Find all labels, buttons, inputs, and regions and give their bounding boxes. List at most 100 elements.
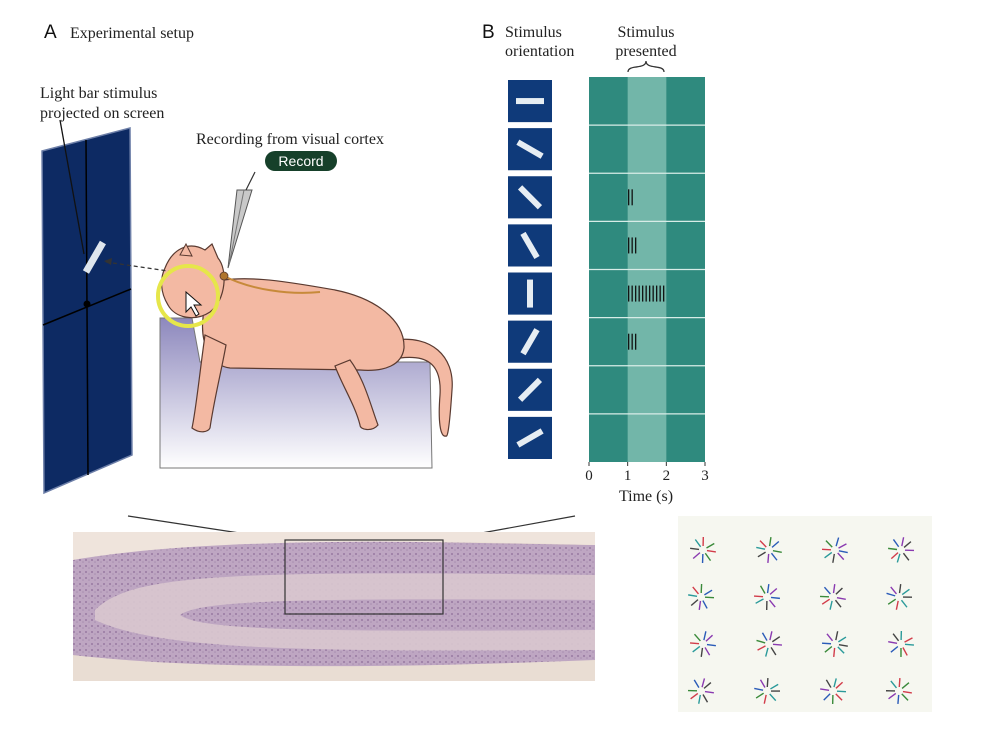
- pinwheel-stroke: [706, 542, 715, 549]
- pinwheel-stroke: [771, 636, 781, 643]
- orientation-pinwheel-grid: [678, 516, 932, 712]
- pinwheel-stroke: [757, 645, 766, 651]
- pinwheel-stroke: [895, 600, 899, 610]
- pinwheel-stroke: [903, 541, 912, 548]
- pinwheel-stroke: [823, 693, 831, 701]
- pinwheel-glyph: [820, 678, 847, 705]
- pinwheel-glyph: [687, 678, 714, 704]
- pinwheel-stroke: [772, 643, 783, 646]
- panel-a-title: Experimental setup: [70, 25, 194, 42]
- orientation-bar: [517, 185, 543, 210]
- pinwheel-stroke: [698, 600, 702, 610]
- pinwheel-stroke: [901, 537, 905, 547]
- pinwheel-stroke: [759, 679, 766, 688]
- cortex-histology: [73, 515, 595, 681]
- pinwheel-stroke: [835, 681, 844, 689]
- pinwheel-stroke: [688, 594, 698, 598]
- orientation-icon: [508, 224, 552, 267]
- orientation-icon: [508, 368, 552, 411]
- pinwheel-stroke: [759, 585, 766, 594]
- pinwheel-stroke: [898, 677, 901, 688]
- pinwheel-stroke: [702, 694, 709, 703]
- orientation-icon: [508, 80, 552, 123]
- pinwheel-stroke: [888, 547, 898, 551]
- pinwheel-stroke: [770, 596, 781, 600]
- pinwheel-stroke: [757, 551, 766, 558]
- pinwheel-stroke: [887, 598, 897, 605]
- pinwheel-stroke: [890, 645, 899, 653]
- pinwheel-panel: [678, 516, 932, 712]
- x-tick-label: 0: [585, 468, 593, 484]
- stimulus-label-line2: projected on screen: [40, 105, 164, 122]
- pinwheel-stroke: [904, 637, 913, 643]
- pinwheel-stroke: [838, 636, 847, 643]
- pinwheel-stroke: [835, 587, 843, 595]
- pinwheel-stroke: [701, 678, 706, 688]
- pinwheel-stroke: [705, 634, 714, 642]
- pinwheel-stroke: [767, 553, 770, 564]
- pinwheel-stroke: [765, 647, 769, 657]
- eye-highlight-circle: [156, 264, 220, 328]
- pinwheel-stroke: [901, 682, 910, 689]
- recording-label: Recording from visual cortex: [196, 131, 384, 148]
- orientation-icon: [508, 176, 552, 219]
- pinwheel-glyph: [888, 630, 915, 658]
- pinwheel-stroke: [704, 647, 711, 656]
- panel-b-letter: B: [482, 22, 495, 43]
- pinwheel-stroke: [770, 552, 778, 561]
- sight-line-arrow: [104, 258, 112, 265]
- panel-a-letter: A: [44, 22, 57, 43]
- pinwheel-stroke: [823, 586, 831, 595]
- stimulus-label-line1: Light bar stimulus: [40, 85, 157, 102]
- pinwheel-stroke: [704, 552, 712, 562]
- pinwheel-stroke: [890, 680, 898, 689]
- pinwheel-stroke: [766, 584, 770, 594]
- pinwheel-stroke: [902, 647, 908, 656]
- orientation-header-line1: Stimulus: [505, 24, 562, 41]
- pinwheel-stroke: [901, 588, 910, 596]
- pinwheel-stroke: [754, 687, 764, 691]
- pinwheel-stroke: [769, 631, 773, 641]
- pinwheel-stroke: [821, 598, 831, 605]
- pinwheel-stroke: [702, 600, 708, 609]
- orientation-bar: [520, 328, 540, 356]
- pinwheel-glyph: [689, 631, 716, 657]
- pinwheel-stroke: [837, 552, 845, 561]
- pinwheel-stroke: [690, 547, 700, 551]
- presented-header-line1: Stimulus: [618, 24, 675, 41]
- time-axis: 0 1 2 3: [585, 462, 709, 484]
- orientation-header-line2: orientation: [505, 43, 574, 60]
- time-axis-label: Time (s): [619, 488, 673, 505]
- pinwheel-stroke: [821, 642, 832, 645]
- pinwheel-stroke: [892, 539, 900, 548]
- pinwheel-stroke: [888, 641, 898, 644]
- pinwheel-stroke: [690, 692, 699, 700]
- panel-a: A Experimental setup Light bar stimulus …: [40, 22, 453, 495]
- pinwheel-stroke: [753, 595, 764, 598]
- zoom-box: [284, 539, 444, 615]
- pinwheel-stroke: [703, 631, 707, 641]
- x-tick-label: 1: [624, 468, 632, 484]
- pinwheel-stroke: [838, 543, 847, 549]
- pinwheel-stroke: [835, 693, 843, 701]
- orientation-bar: [516, 98, 544, 105]
- orientation-column: [508, 80, 552, 459]
- presented-header-line2: presented: [615, 43, 676, 60]
- pinwheel-stroke: [690, 599, 699, 607]
- pinwheel-glyph: [821, 631, 848, 658]
- pinwheel-stroke: [772, 550, 782, 553]
- panel-b: B Stimulus orientation Stimulus presente…: [482, 22, 709, 505]
- pinwheel-stroke: [835, 631, 839, 641]
- projection-screen: [41, 119, 133, 495]
- pinwheel-stroke: [902, 552, 910, 561]
- raster-plot: [589, 77, 705, 462]
- x-tick-label: 2: [663, 468, 671, 484]
- pinwheel-stroke: [769, 587, 778, 595]
- pinwheel-stroke: [836, 597, 846, 601]
- pinwheel-stroke: [892, 633, 900, 642]
- pinwheel-stroke: [835, 537, 840, 547]
- orientation-bar: [520, 231, 540, 260]
- pinwheel-glyph: [886, 584, 913, 610]
- pinwheel-stroke: [693, 633, 701, 642]
- pinwheel-stroke: [761, 632, 768, 641]
